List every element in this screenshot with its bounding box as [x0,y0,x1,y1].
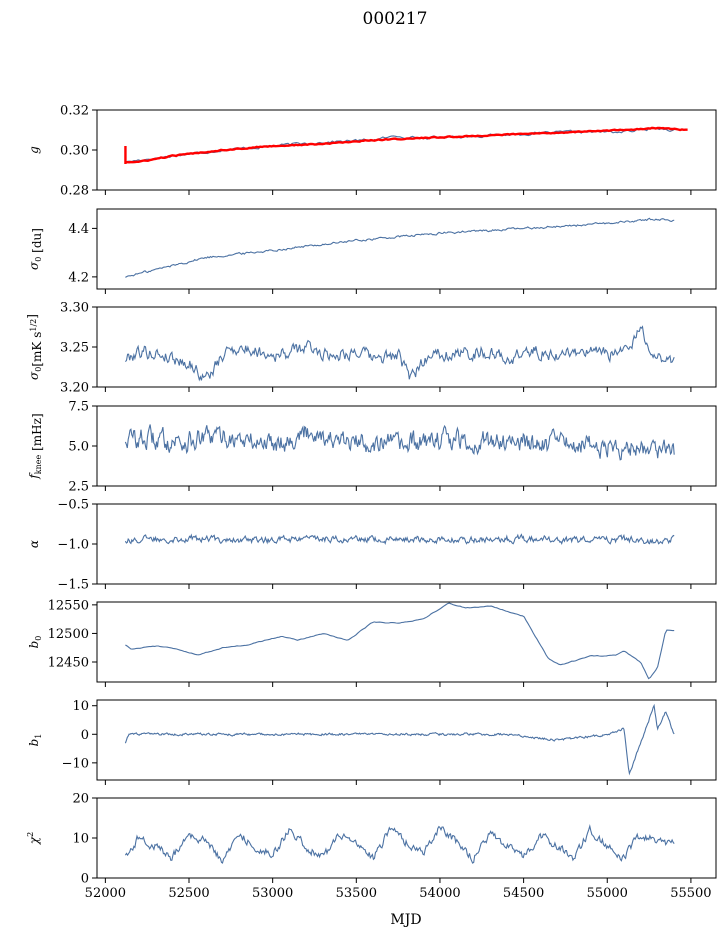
axes-frame-b1 [96,699,717,781]
ylabel-g: g [27,146,41,154]
ytick-label-b0-1: 12500 [48,627,89,642]
panel-alpha: −1.5 −1.0 −0.5 α [27,498,717,593]
panel-sigma0-noise: 3.20 3.25 3.30 σ0[mK s1/2] [25,301,717,396]
ytick-label-chi2-1: 10 [72,832,89,847]
xtick-label-3: 53500 [336,886,377,901]
ytick-label-b1-1: 0 [81,728,89,743]
ytick-label-fknee-0: 2.5 [68,480,89,495]
series-sigma0-noise-data [124,325,675,382]
ytick-label-sigma0-noise-2: 3.30 [60,301,89,316]
panel-b1: −10 0 10 b1 [27,699,717,785]
ytick-label-b0-0: 12450 [48,656,89,671]
ytick-label-alpha-1: −1.0 [57,538,89,553]
series-g-data [125,127,675,164]
ylabel-sigma0: σ0 [du] [27,228,44,270]
panel-g: 0.28 0.30 0.32 g [27,104,717,199]
ytick-label-g-2: 0.32 [60,104,89,119]
x-axis-label: MJD [390,912,421,928]
ytick-label-chi2-0: 0 [81,872,89,887]
axes-frame-chi2 [96,797,717,879]
ytick-label-sigma0-noise-0: 3.20 [60,381,89,396]
ytick-label-alpha-0: −1.5 [57,578,89,593]
ylabel-b0: b0 [27,636,43,649]
series-alpha-data [124,533,675,545]
axes-frame-alpha [96,503,717,585]
figure-title: 000217 [363,9,428,29]
panel-chi2: 0 10 20 52000 52500 53000 53500 54000 54500 55000… [26,792,717,901]
xtick-label-7: 55500 [670,886,711,901]
axes-frame-sigma0-noise [96,306,717,388]
xtick-label-6: 55000 [587,886,628,901]
axes-frame-b0 [96,601,717,683]
ytick-label-g-0: 0.28 [60,184,89,199]
panel-fknee: 2.5 5.0 7.5 fknee [mHz] [27,400,717,495]
ylabel-sigma0-noise: σ0[mK s1/2] [25,314,44,380]
ylabel-fknee: fknee [mHz] [27,413,44,479]
ytick-label-b1-2: 10 [72,699,89,714]
ytick-label-b1-0: −10 [62,756,89,771]
panel-sigma0: 4.2 4.4 σ0 [du] [27,208,717,294]
ytick-label-sigma0-1: 4.4 [68,222,89,237]
ylabel-alpha: α [27,540,41,548]
ylabel-b1: b1 [27,734,43,747]
series-chi2-data [124,824,675,864]
ylabel-chi2: χ2 [26,832,41,845]
ytick-label-b0-2: 12550 [48,598,89,613]
panel-b0: 12450 12500 12550 b0 [27,598,717,687]
ytick-label-fknee-2: 7.5 [68,400,89,415]
ytick-label-alpha-2: −0.5 [57,498,89,513]
axes-frame-g [96,109,717,191]
xtick-label-1: 52500 [168,886,209,901]
ytick-label-sigma0-noise-1: 3.25 [60,341,89,356]
series-g-model [125,126,688,164]
xtick-label-5: 54500 [503,886,544,901]
series-fknee-data [124,424,675,461]
ytick-label-chi2-2: 20 [72,792,89,807]
ytick-label-sigma0-0: 4.2 [68,270,89,285]
series-b0-data [125,602,675,680]
axes-frame-sigma0 [96,208,717,290]
xtick-label-2: 53000 [252,886,293,901]
ytick-label-g-1: 0.30 [60,144,89,159]
series-b1-data [124,703,675,776]
xtick-label-4: 54000 [419,886,460,901]
ytick-label-fknee-1: 5.0 [68,440,89,455]
panels: 0.28 0.30 0.32 g 4.2 4.4 σ0 [du] 3.20 3.25 3.30 σ0… [25,104,717,901]
series-sigma0-data [125,217,675,278]
xtick-label-0: 52000 [85,886,126,901]
